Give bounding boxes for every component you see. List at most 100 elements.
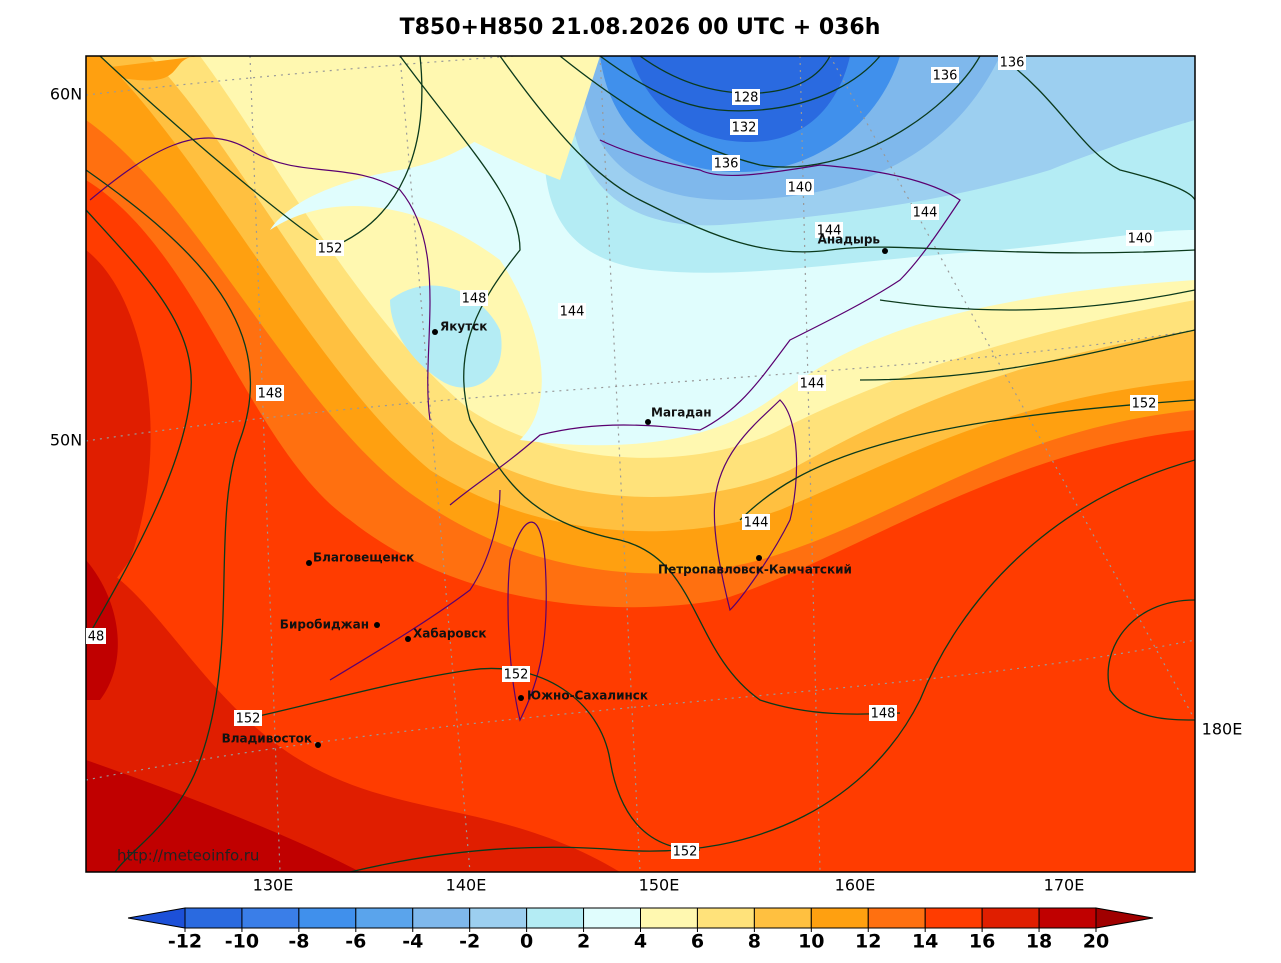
- contour-label: 144: [560, 305, 585, 320]
- city-name: Владивосток: [222, 732, 312, 746]
- city-dot: [405, 636, 411, 642]
- colorbar-swatch: [184, 907, 243, 929]
- contour-label: 148: [462, 292, 487, 307]
- contour-label: 140: [1128, 232, 1153, 247]
- lon-label: 130E: [253, 876, 294, 895]
- city-name: Петропавловск-Камчатский: [658, 563, 852, 577]
- contour-label: 152: [1132, 397, 1157, 412]
- colorbar-swatch: [298, 907, 357, 929]
- colorbar-swatch: [696, 907, 755, 929]
- colorbar-swatch: [867, 907, 926, 929]
- colorbar-tick-label: -8: [288, 931, 309, 953]
- contour-label-bg: [712, 155, 740, 171]
- colorbar-swatch: [1038, 907, 1097, 929]
- contour-label-bg: [234, 710, 262, 726]
- city-dot: [315, 742, 321, 748]
- contour-label-bg: [798, 375, 826, 391]
- contour-label-bg: [256, 385, 284, 401]
- map-labels: 60N 50N 130E 140E 150E 160E 170E 180E 128 132 136 1…: [50, 54, 1242, 895]
- colorbar-tick-label: 12: [855, 931, 881, 953]
- contour-label: 136: [714, 157, 739, 172]
- contour-label-bg: [460, 290, 488, 306]
- contour-label-bg: [911, 204, 939, 220]
- colorbar-tick-label: 6: [691, 931, 704, 953]
- contour-label-bg: [86, 628, 106, 644]
- colorbar-tick-label: -4: [402, 931, 423, 953]
- colorbar-swatch: [753, 907, 812, 929]
- contour-label: 152: [673, 845, 698, 860]
- colorbar-swatch: [526, 907, 585, 929]
- city-dot: [645, 419, 651, 425]
- lon-label: 150E: [639, 876, 680, 895]
- contour-label-bg: [815, 222, 843, 238]
- colorbar-tick-label: 0: [520, 931, 533, 953]
- colorbar-swatch: [810, 907, 869, 929]
- city-dot: [756, 555, 762, 561]
- colorbar-tick-label: 4: [634, 931, 647, 953]
- colorbar-tick-label: -10: [225, 931, 259, 953]
- contour-label: 152: [318, 242, 343, 257]
- colorbar-tick-label: 8: [748, 931, 761, 953]
- colorbar-swatch: [583, 907, 641, 929]
- contour-label: 144: [817, 224, 842, 239]
- contour-label: 128: [734, 91, 759, 106]
- map: [86, 56, 1195, 872]
- city-name: Магадан: [651, 406, 712, 420]
- contour-label-bg: [1126, 230, 1154, 246]
- city-dot: [432, 329, 438, 335]
- contour-label: 144: [744, 516, 769, 531]
- contour-label-bg: [1130, 395, 1158, 411]
- colorbar-swatch: [924, 907, 983, 929]
- contour-label-bg: [730, 119, 758, 135]
- colorbar-swatch: [241, 907, 300, 929]
- colorbar-tick-label: -12: [168, 931, 202, 953]
- colorbar-tick-label: 16: [969, 931, 995, 953]
- lon-label: 170E: [1044, 876, 1085, 895]
- city-dot: [374, 622, 380, 628]
- city-name: Благовещенск: [313, 551, 414, 565]
- contour-label: 144: [913, 206, 938, 221]
- city-name: Южно-Сахалинск: [527, 689, 648, 703]
- credit: http://meteoinfo.ru: [117, 847, 259, 865]
- colorbar-tick-label: 18: [1026, 931, 1052, 953]
- contour-label: 140: [788, 181, 813, 196]
- contour-label: 144: [800, 377, 825, 392]
- colorbar-swatch: [355, 907, 414, 929]
- colorbar-swatch: [469, 907, 528, 929]
- title: T850+H850 21.08.2026 00 UTC + 036h: [400, 15, 881, 40]
- city-name: Биробиджан: [280, 618, 369, 632]
- colorbar-tick-label: -6: [345, 931, 366, 953]
- city-name: Якутск: [440, 320, 487, 334]
- colorbar-tick-label: 10: [798, 931, 824, 953]
- lon-label: 180E: [1202, 720, 1243, 739]
- colorbar-tick-label: 14: [912, 931, 938, 953]
- lon-label: 160E: [835, 876, 876, 895]
- contour-label: 148: [258, 387, 283, 402]
- city-dot: [306, 560, 312, 566]
- contour-label-bg: [931, 67, 959, 83]
- contour-label-bg: [558, 303, 586, 319]
- contour-label-bg: [316, 240, 344, 256]
- contour-label: 132: [732, 121, 757, 136]
- contour-label: 136: [933, 69, 958, 84]
- colorbar-swatch: [412, 907, 471, 929]
- contour-label-bg: [732, 89, 760, 105]
- contour-label: 152: [236, 712, 261, 727]
- colorbar-swatch: [640, 907, 698, 929]
- contour-label-bg: [742, 514, 770, 530]
- contour-label-bg: [869, 705, 897, 721]
- lat-label: 60N: [50, 85, 82, 104]
- colorbar-tick-label: 20: [1083, 931, 1109, 953]
- colorbar-tick-label: 2: [577, 931, 590, 953]
- contour-label-bg: [786, 179, 814, 195]
- city-name: Анадырь: [818, 233, 881, 247]
- city-name: Хабаровск: [413, 627, 487, 641]
- colorbar-swatch: [981, 907, 1040, 929]
- colorbar-under: [127, 907, 186, 929]
- lon-label: 140E: [446, 876, 487, 895]
- contour-label-bg: [502, 666, 530, 682]
- colorbar-over: [1095, 907, 1154, 929]
- map-frame: [85, 55, 1196, 873]
- contour-label-bg: [998, 54, 1026, 70]
